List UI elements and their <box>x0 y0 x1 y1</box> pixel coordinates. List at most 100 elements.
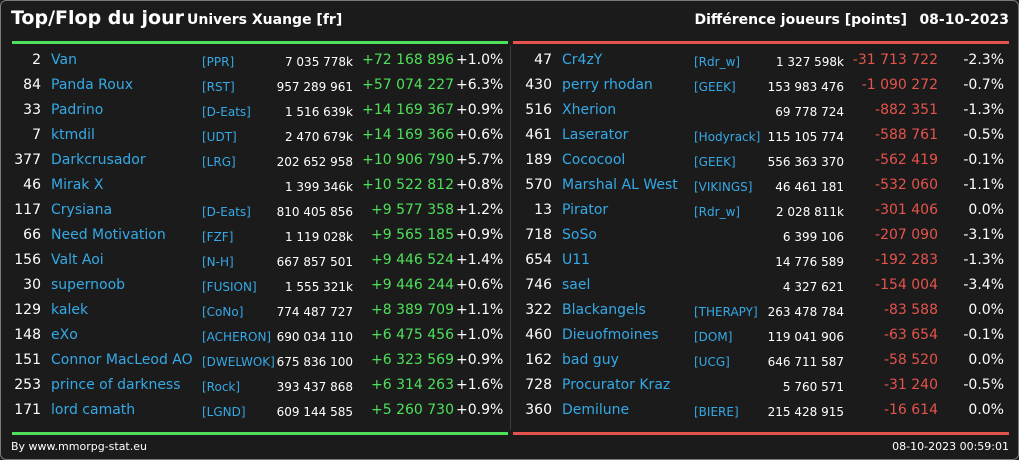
percent-change: -0.1% <box>963 327 1004 343</box>
guild-tag-link[interactable]: [Hodyrack] <box>694 130 761 144</box>
top-row: 148 eXo [ACHERON] 690 034 110 +6 475 456 +1.0… <box>1 323 510 348</box>
guild-tag-link[interactable]: [GEEK] <box>694 155 736 169</box>
player-points: 1 327 598k <box>775 55 844 69</box>
top-row: 129 kalek [CoNo] 774 487 727 +8 389 709 +1.1% <box>1 298 510 323</box>
player-points: 609 144 585 <box>276 405 353 419</box>
player-rank: 516 <box>525 102 552 118</box>
player-name-link[interactable]: Mirak X <box>51 177 104 193</box>
player-name-link[interactable]: Blackangels <box>562 302 646 318</box>
player-name-link[interactable]: lord camath <box>51 402 136 418</box>
guild-tag-link[interactable]: [VIKINGS] <box>694 180 753 194</box>
player-name-link[interactable]: Darkcrusador <box>51 152 146 168</box>
player-name-link[interactable]: perry rhodan <box>562 77 653 93</box>
guild-tag-link[interactable]: [ACHERON] <box>202 330 272 344</box>
guild-tag-link[interactable]: [DOM] <box>694 330 733 344</box>
points-difference: -154 004 <box>875 277 938 293</box>
guild-tag-link[interactable]: [Rdr_w] <box>694 55 741 69</box>
server-name: Univers Xuange [fr] <box>187 12 343 28</box>
points-difference: +6 323 569 <box>371 352 454 368</box>
guild-tag-link[interactable]: [RST] <box>202 80 235 94</box>
percent-change: +1.0% <box>456 52 504 68</box>
guild-tag-link[interactable]: [D-Eats] <box>202 205 251 219</box>
player-name-link[interactable]: Dieuofmoines <box>562 327 659 343</box>
percent-change: 0.0% <box>968 202 1004 218</box>
player-name-link[interactable]: Cr4zY <box>562 52 603 68</box>
top-divider-green <box>12 41 508 44</box>
points-difference: +9 446 244 <box>371 277 454 293</box>
player-rank: 151 <box>14 352 41 368</box>
guild-tag-link[interactable]: [BIERE] <box>694 405 739 419</box>
player-name-link[interactable]: Demilune <box>562 402 630 418</box>
points-difference: -588 761 <box>875 127 938 143</box>
player-name-link[interactable]: Padrino <box>51 102 104 118</box>
percent-change: 0.0% <box>968 402 1004 418</box>
points-difference: +6 475 456 <box>371 327 454 343</box>
player-name-link[interactable]: Crysiana <box>51 202 113 218</box>
flop-row: 654 U11 14 776 589 -192 283 -1.3% <box>512 248 1018 273</box>
guild-tag-link[interactable]: [GEEK] <box>694 80 736 94</box>
guild-tag-link[interactable]: [LRG] <box>202 155 236 169</box>
player-name-link[interactable]: eXo <box>51 327 78 343</box>
guild-tag-link[interactable]: [Rock] <box>202 380 241 394</box>
top-row: 117 Crysiana [D-Eats] 810 405 856 +9 577 358… <box>1 198 510 223</box>
top-row: 7 ktmdil [UDT] 2 470 679k +14 169 366 +0.6% <box>1 123 510 148</box>
player-name-link[interactable]: SoSo <box>562 227 597 243</box>
player-name-link[interactable]: Xherion <box>562 102 617 118</box>
guild-tag-link[interactable]: [LGND] <box>202 405 246 419</box>
player-name-link[interactable]: Valt Aoi <box>51 252 104 268</box>
guild-tag-link[interactable]: [THERAPY] <box>694 305 758 319</box>
percent-change: +0.9% <box>456 402 504 418</box>
player-points: 810 405 856 <box>276 205 353 219</box>
percent-change: 0.0% <box>968 352 1004 368</box>
player-name-link[interactable]: supernoob <box>51 277 126 293</box>
guild-tag-link[interactable]: [DWELWOK] <box>202 355 275 369</box>
player-name-link[interactable]: Pirator <box>562 202 609 218</box>
player-name-link[interactable]: Van <box>51 52 77 68</box>
top-row: 66 Need Motivation [FZF] 1 119 028k +9 565 1… <box>1 223 510 248</box>
percent-change: -0.1% <box>963 152 1004 168</box>
guild-tag-link[interactable]: [FZF] <box>202 230 234 244</box>
points-difference: +6 314 263 <box>371 377 454 393</box>
player-name-link[interactable]: bad guy <box>562 352 619 368</box>
guild-tag-link[interactable]: [N-H] <box>202 255 234 269</box>
guild-tag-link[interactable]: [FUSION] <box>202 280 257 294</box>
points-difference: +8 389 709 <box>371 302 454 318</box>
player-name-link[interactable]: U11 <box>562 252 591 268</box>
player-name-link[interactable]: Connor MacLeod AO <box>51 352 193 368</box>
guild-tag-link[interactable]: [UDT] <box>202 130 237 144</box>
page-title: Top/Flop du jour <box>11 7 184 29</box>
percent-change: -1.1% <box>963 177 1004 193</box>
player-name-link[interactable]: Panda Roux <box>51 77 134 93</box>
guild-tag-link[interactable]: [CoNo] <box>202 305 244 319</box>
player-points: 263 478 784 <box>767 305 844 319</box>
player-points: 46 461 181 <box>775 180 844 194</box>
guild-tag-link[interactable]: [UCG] <box>694 355 730 369</box>
percent-change: +0.6% <box>456 277 504 293</box>
player-name-link[interactable]: Procurator Kraz <box>562 377 671 393</box>
player-points: 6 399 106 <box>782 230 844 244</box>
points-difference: -301 406 <box>875 202 938 218</box>
player-name-link[interactable]: Laserator <box>562 127 629 143</box>
player-points: 675 836 100 <box>276 355 353 369</box>
percent-change: -2.3% <box>963 52 1004 68</box>
flop-row: 47 Cr4zY [Rdr_w] 1 327 598k -31 713 722 -2.3% <box>512 48 1018 73</box>
guild-tag-link[interactable]: [PPR] <box>202 55 235 69</box>
player-name-link[interactable]: ktmdil <box>51 127 95 143</box>
player-name-link[interactable]: prince of darkness <box>51 377 181 393</box>
player-name-link[interactable]: kalek <box>51 302 89 318</box>
flop-row: 728 Procurator Kraz 5 760 571 -31 240 -0.5% <box>512 373 1018 398</box>
percent-change: +1.0% <box>456 327 504 343</box>
player-name-link[interactable]: sael <box>562 277 591 293</box>
flop-row: 516 Xherion 69 778 724 -882 351 -1.3% <box>512 98 1018 123</box>
points-difference: -562 419 <box>875 152 938 168</box>
guild-tag-link[interactable]: [D-Eats] <box>202 105 251 119</box>
flop-row: 430 perry rhodan [GEEK] 153 983 476 -1 090 2… <box>512 73 1018 98</box>
player-name-link[interactable]: Need Motivation <box>51 227 166 243</box>
player-name-link[interactable]: Cococool <box>562 152 626 168</box>
player-name-link[interactable]: Marshal AL West <box>562 177 678 193</box>
flop-row: 746 sael 4 327 621 -154 004 -3.4% <box>512 273 1018 298</box>
top-row: 46 Mirak X 1 399 346k +10 522 812 +0.8% <box>1 173 510 198</box>
player-points: 14 776 589 <box>775 255 844 269</box>
guild-tag-link[interactable]: [Rdr_w] <box>694 205 741 219</box>
